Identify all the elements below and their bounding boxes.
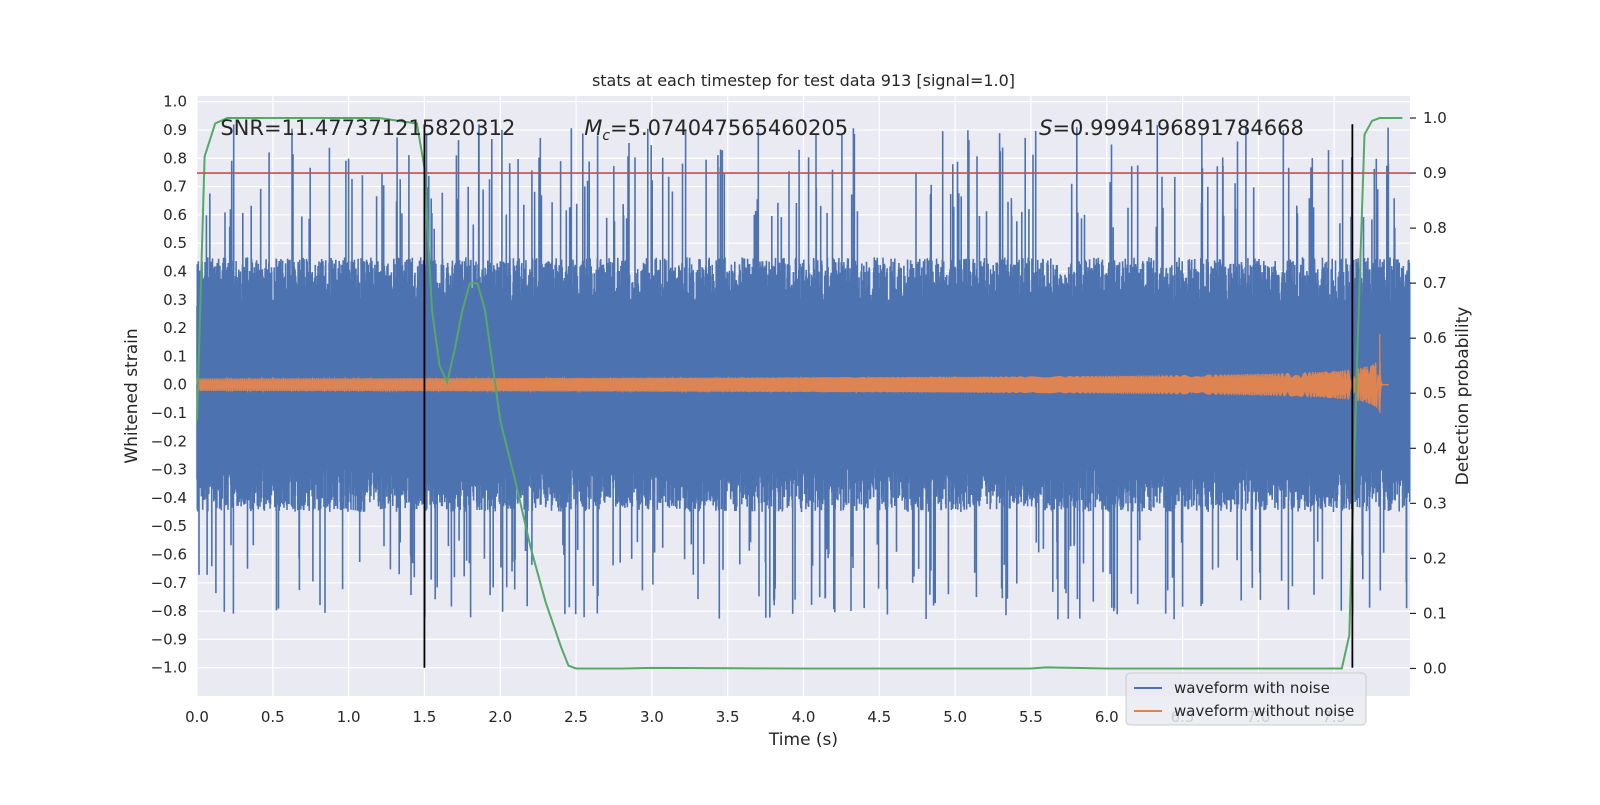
- reference-lines: [197, 124, 1410, 668]
- x-tick-label: 1.5: [413, 708, 437, 726]
- x-tick-label: 4.0: [792, 708, 816, 726]
- detection-probability-series: [196, 117, 1403, 670]
- y2-tick-label: 0.0: [1423, 659, 1447, 677]
- y2-tick-label: 0.1: [1423, 604, 1447, 622]
- y-tick-label: 0.3: [163, 291, 187, 309]
- y2-tick-label: 0.6: [1423, 329, 1447, 347]
- y2-tick-label: 1.0: [1423, 109, 1447, 127]
- series-line-detection-probability: [196, 117, 1403, 670]
- y-tick-label: −0.5: [151, 517, 187, 535]
- y-tick-label: −1.0: [151, 659, 187, 677]
- x-tick-label: 5.0: [943, 708, 967, 726]
- x-tick-label: 6.0: [1095, 708, 1119, 726]
- y2-tick-label: 0.3: [1423, 494, 1447, 512]
- y2-tick-label: 0.9: [1423, 164, 1447, 182]
- y2-tick-label: 0.2: [1423, 549, 1447, 567]
- y2-axis-label: Detection probability: [1453, 307, 1473, 486]
- y2-tick-label: 0.8: [1423, 219, 1447, 237]
- clean-waveform-series: [196, 333, 1389, 413]
- y-tick-label: 0.2: [163, 319, 187, 337]
- annotations: SNR=11.477371215820312 Mc=5.0740475654602…: [220, 116, 1304, 144]
- y-tick-label: 0.1: [163, 347, 187, 365]
- y-tick-label: −0.6: [151, 545, 187, 563]
- x-axis-label: Time (s): [768, 730, 838, 750]
- y2-tick-label: 0.4: [1423, 439, 1447, 457]
- y-tick-label: 0.9: [163, 121, 187, 139]
- annotation-1: Mc=5.074047565460205: [584, 116, 848, 144]
- y-tick-label: 0.4: [163, 262, 187, 280]
- x-tick-label: 1.0: [337, 708, 361, 726]
- y-tick-label: 0.8: [163, 149, 187, 167]
- y-tick-label: −0.9: [151, 630, 187, 648]
- y-tick-label: −0.7: [151, 574, 187, 592]
- y-tick-label: −0.8: [151, 602, 187, 620]
- legend-label-clean: waveform without noise: [1174, 702, 1354, 720]
- y-tick-label: −0.2: [151, 432, 187, 450]
- x-tick-label: 2.5: [564, 708, 588, 726]
- x-tick-label: 0.0: [185, 708, 209, 726]
- y-tick-label: −0.1: [151, 404, 187, 422]
- y-tick-label: −0.3: [151, 461, 187, 479]
- annotation-0: SNR=11.477371215820312: [220, 116, 515, 140]
- series-line-waveform-without-noise: [196, 333, 1389, 413]
- y-tick-label: −0.4: [151, 489, 187, 507]
- x-tick-label: 3.5: [716, 708, 740, 726]
- y2-tick-label: 0.7: [1423, 274, 1447, 292]
- legend-box: [1125, 672, 1367, 726]
- y-tick-label: 0.0: [163, 376, 187, 394]
- y2-tick-label: 0.5: [1423, 384, 1447, 402]
- legend-label-noise: waveform with noise: [1174, 679, 1330, 697]
- y-axis-label: Whitened strain: [122, 328, 142, 463]
- y-tick-label: 0.7: [163, 178, 187, 196]
- x-tick-label: 5.5: [1019, 708, 1043, 726]
- y-tick-label: 0.5: [163, 234, 187, 252]
- y-tick-label: 1.0: [163, 93, 187, 111]
- y-tick-label: 0.6: [163, 206, 187, 224]
- legend: waveform with noise waveform without noi…: [1125, 672, 1367, 726]
- x-tick-label: 4.5: [867, 708, 891, 726]
- x-tick-label: 0.5: [261, 708, 285, 726]
- x-tick-label: 2.0: [488, 708, 512, 726]
- annotation-2: S=0.9994196891784668: [1039, 116, 1304, 140]
- chart-title: stats at each timestep for test data 913…: [592, 71, 1015, 90]
- axis-ticks: 0.00.51.01.52.02.53.03.54.04.55.05.56.06…: [151, 93, 1447, 726]
- x-tick-label: 3.0: [640, 708, 664, 726]
